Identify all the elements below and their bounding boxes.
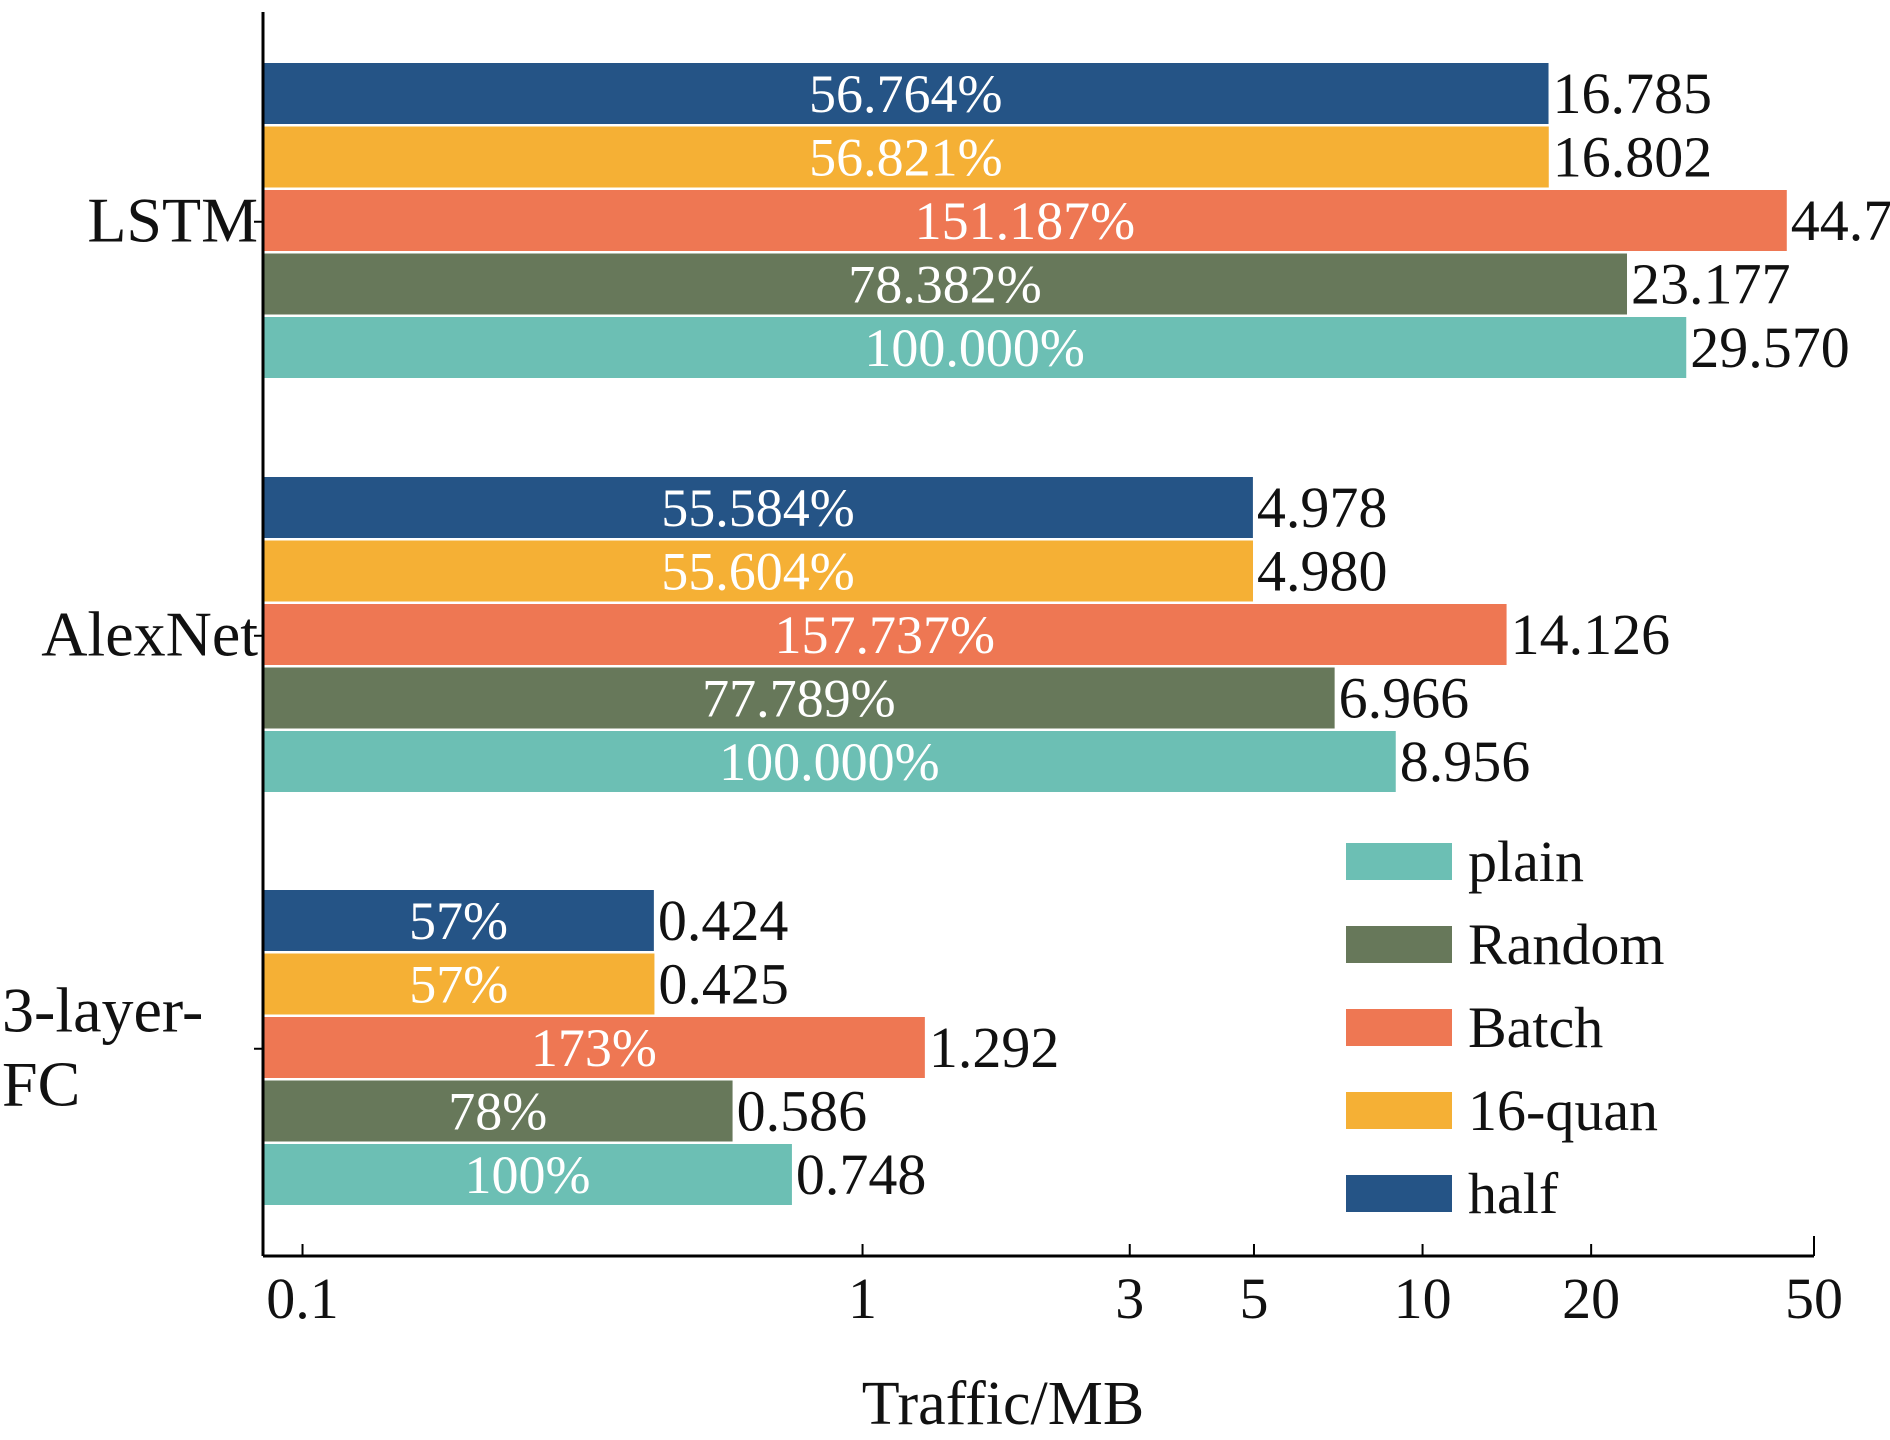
bar-Batch-LSTM — [263, 190, 1787, 251]
legend-swatch-plain — [1346, 843, 1452, 880]
bar-percent-label: 157.737% — [775, 605, 995, 665]
bar-percent-label: 151.187% — [915, 191, 1135, 251]
legend-swatch-half — [1346, 1175, 1452, 1212]
x-tick-label: 10 — [1394, 1266, 1452, 1331]
bar-value-label: 16.785 — [1553, 61, 1713, 126]
bar-value-label: 4.978 — [1257, 475, 1388, 540]
legend-label-16-quan: 16-quan — [1468, 1078, 1658, 1143]
bar-value-label: 14.126 — [1511, 602, 1671, 667]
x-tick-label: 1 — [848, 1266, 877, 1331]
bar-16-quan-3-layer-FC — [263, 953, 655, 1015]
bar-percent-label: 78% — [448, 1081, 547, 1141]
bar-Batch-AlexNet — [263, 604, 1507, 665]
bar-Random-AlexNet — [263, 667, 1335, 729]
bar-value-label: 4.980 — [1257, 539, 1388, 604]
legend-label-plain: plain — [1468, 829, 1584, 894]
bar-value-label: 0.586 — [737, 1079, 868, 1144]
bar-percent-label: 173% — [531, 1018, 657, 1078]
bar-plain-3-layer-FC — [263, 1144, 792, 1205]
bar-Random-LSTM — [263, 253, 1628, 315]
legend-label-Batch: Batch — [1468, 995, 1603, 1060]
bar-percent-label: 57% — [409, 891, 508, 951]
legend-swatch-Batch — [1346, 1009, 1452, 1046]
axes-layer: 0.1 1 3 5 10 20 50 Traffic/MB — [254, 12, 1843, 1438]
bars-layer — [263, 63, 1787, 1205]
bar-value-label: 1.292 — [929, 1015, 1060, 1080]
category-label: LSTM — [87, 184, 258, 255]
bar-percent-label: 57% — [409, 954, 508, 1014]
category-label: AlexNet — [41, 598, 258, 669]
category-label: 3-layer- — [2, 974, 203, 1045]
bar-half-LSTM — [263, 63, 1549, 124]
bar-value-label: 23.177 — [1631, 252, 1791, 317]
x-tick-label: 20 — [1562, 1266, 1620, 1331]
legend-label-Random: Random — [1468, 912, 1665, 977]
x-tick-label: 0.1 — [266, 1266, 339, 1331]
bar-percent-label: 55.604% — [661, 541, 854, 601]
bar-percent-label: 100.000% — [719, 732, 939, 792]
legend-label-half: half — [1468, 1161, 1559, 1226]
x-tick-label: 5 — [1239, 1266, 1268, 1331]
bar-value-label: 0.748 — [796, 1142, 927, 1207]
bar-percent-label: 100% — [464, 1145, 590, 1205]
bar-value-label: 8.956 — [1400, 729, 1531, 794]
legend-swatch-16-quan — [1346, 1092, 1452, 1129]
bar-value-label: 29.570 — [1690, 315, 1850, 380]
bar-percent-label: 56.764% — [809, 64, 1002, 124]
x-axis-title: Traffic/MB — [862, 1370, 1144, 1438]
bar-percent-label: 77.789% — [702, 668, 895, 728]
labels-layer: 56.764% 16.785 56.821% 16.802 151.187% 44.706… — [2, 61, 1890, 1207]
bar-value-label: 6.966 — [1339, 666, 1470, 731]
x-tick-label: 50 — [1785, 1266, 1843, 1331]
bar-percent-label: 78.382% — [848, 254, 1041, 314]
bar-16-quan-AlexNet — [263, 540, 1254, 602]
bar-16-quan-LSTM — [263, 126, 1549, 188]
bar-plain-LSTM — [263, 317, 1687, 378]
category-label: FC — [2, 1048, 80, 1119]
bar-percent-label: 55.584% — [661, 478, 854, 538]
legend: plain Random Batch 16-quan half — [1346, 829, 1665, 1226]
bar-Random-3-layer-FC — [263, 1080, 733, 1142]
bar-value-label: 44.706 — [1791, 188, 1890, 253]
bar-percent-label: 56.821% — [809, 127, 1002, 187]
legend-swatch-Random — [1346, 926, 1452, 963]
bar-half-AlexNet — [263, 477, 1253, 538]
bar-percent-label: 100.000% — [864, 318, 1084, 378]
bar-value-label: 0.424 — [658, 888, 789, 953]
x-tick-label: 3 — [1115, 1266, 1144, 1331]
bar-half-3-layer-FC — [263, 890, 654, 951]
bar-value-label: 16.802 — [1553, 125, 1713, 190]
bar-value-label: 0.425 — [658, 952, 789, 1017]
bar-Batch-3-layer-FC — [263, 1017, 925, 1078]
bar-plain-AlexNet — [263, 731, 1396, 792]
